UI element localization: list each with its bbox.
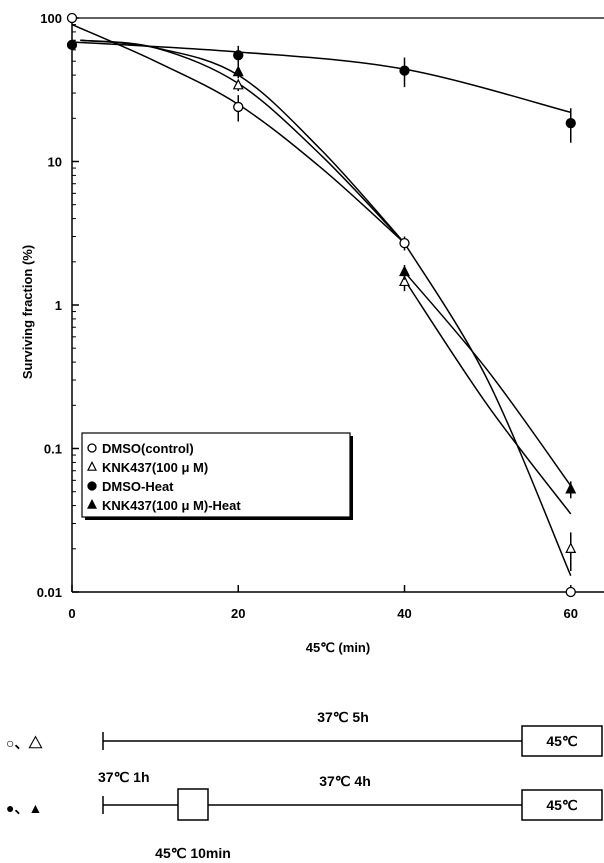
fit-curve xyxy=(403,279,572,515)
protocol-row2-heat-box xyxy=(521,789,603,821)
y-tick-label: 0.1 xyxy=(44,442,62,457)
y-axis-label: Surviving fraction (%) xyxy=(20,245,35,379)
legend-entry: DMSO-Heat xyxy=(102,479,174,494)
legend: DMSO(control) KNK437(100 μ M) DMSO-Heat KNK… xyxy=(81,432,353,520)
data-point xyxy=(565,542,577,553)
data-point xyxy=(232,78,244,90)
data-point xyxy=(66,12,78,24)
protocol-row1-symbols: ○、△ xyxy=(6,735,43,751)
legend-box xyxy=(81,432,351,518)
treatment-protocol: ○、△ 37℃ 5h 45℃ ●、▲ 37℃ 1h 37℃ 4h 45℃ 45℃… xyxy=(6,709,603,861)
y-tick-label: 1 xyxy=(55,298,62,313)
protocol-row1-heat-label: 45℃ xyxy=(546,733,578,749)
y-tick-label: 0.01 xyxy=(37,585,62,600)
data-points xyxy=(66,12,577,598)
legend-marker xyxy=(87,460,97,471)
fit-curve xyxy=(71,41,571,114)
data-point xyxy=(399,275,410,287)
axes: 0.01 0.1 1 10 100 0 20 40 60 xyxy=(37,11,604,621)
legend-entry: KNK437(100 μ M) xyxy=(102,460,208,475)
data-point xyxy=(232,65,244,77)
protocol-row2-first: 37℃ 1h xyxy=(98,769,150,785)
x-tick-label: 40 xyxy=(397,606,411,621)
legend-marker xyxy=(87,443,97,453)
data-point xyxy=(399,65,410,76)
y-tick-label: 10 xyxy=(48,155,62,170)
legend-marker xyxy=(87,498,97,509)
protocol-row2-heat-label: 45℃ xyxy=(546,797,578,813)
fit-curve xyxy=(403,271,572,487)
data-point xyxy=(565,482,577,494)
legend-entry: KNK437(100 μ M)-Heat xyxy=(102,498,241,513)
protocol-row2-duration: 37℃ 4h xyxy=(319,773,371,789)
x-tick-label: 0 xyxy=(68,606,75,621)
data-point xyxy=(399,237,410,249)
y-tick-label: 100 xyxy=(40,11,62,26)
protocol-row2-pretreat-label: 45℃ 10min xyxy=(155,845,231,861)
data-point xyxy=(565,586,576,598)
protocol-row2-pretreat-box xyxy=(177,788,209,821)
x-axis-label: 45℃ (min) xyxy=(306,640,370,655)
legend-entry: DMSO(control) xyxy=(102,441,194,456)
x-tick-label: 20 xyxy=(231,606,245,621)
protocol-row2-symbols: ●、▲ xyxy=(6,800,42,816)
fit-curve xyxy=(80,39,406,244)
data-point xyxy=(233,101,244,113)
data-point xyxy=(66,39,78,50)
data-point xyxy=(399,265,410,277)
legend-marker xyxy=(87,481,97,491)
x-tick-label: 60 xyxy=(564,606,578,621)
fit-curve xyxy=(80,39,406,244)
data-point xyxy=(565,118,576,129)
data-point xyxy=(233,50,244,61)
fit-curve xyxy=(403,242,572,576)
protocol-row1-duration: 37℃ 5h xyxy=(317,709,369,725)
protocol-row1-heat-box xyxy=(521,725,603,757)
